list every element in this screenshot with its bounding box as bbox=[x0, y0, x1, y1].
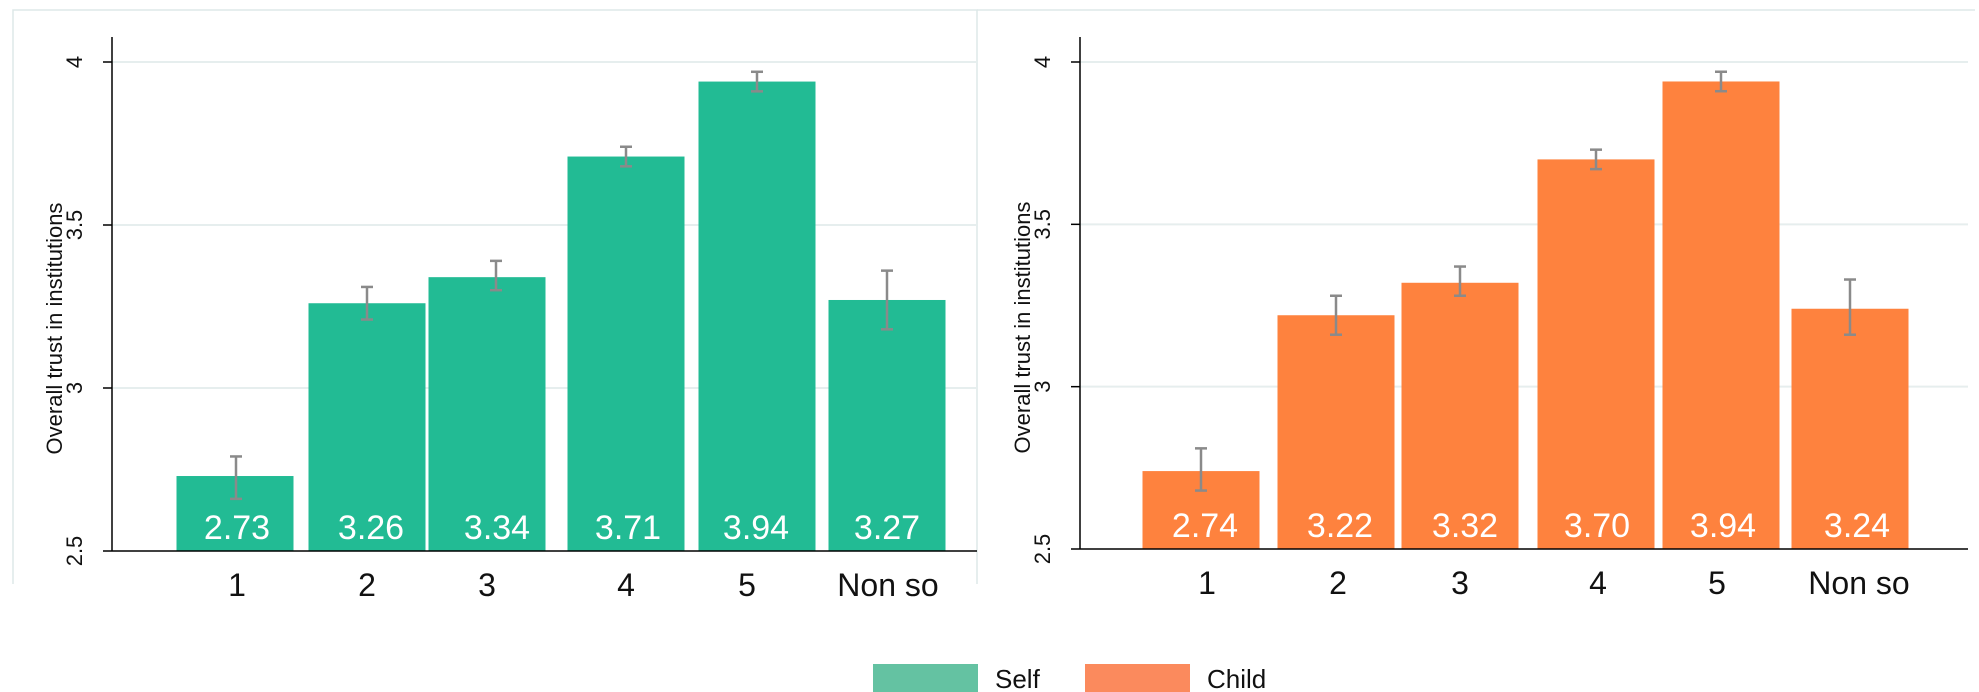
legend-label-child: Child bbox=[1207, 664, 1266, 692]
error-bar bbox=[1330, 294, 1342, 336]
error-bar bbox=[1590, 148, 1602, 171]
bar bbox=[428, 277, 546, 551]
bar bbox=[1277, 315, 1395, 549]
y-tick-label: 3.5 bbox=[1030, 209, 1055, 240]
error-bar bbox=[1454, 265, 1466, 298]
x-tick-label: 1 bbox=[228, 567, 246, 603]
bar bbox=[1401, 282, 1519, 549]
y-axis-title: Overall trust in institutions bbox=[1010, 202, 1035, 454]
bar bbox=[698, 81, 816, 551]
bar-value-label: 3.27 bbox=[854, 509, 920, 547]
y-tick-label: 2.5 bbox=[1030, 534, 1055, 565]
bar-value-label: 3.94 bbox=[723, 509, 789, 547]
legend-swatch-self bbox=[873, 664, 978, 692]
x-tick-label: 4 bbox=[1589, 565, 1607, 601]
bar bbox=[1662, 81, 1780, 549]
y-tick-label: 4 bbox=[1030, 56, 1055, 68]
bar-value-label: 3.71 bbox=[595, 509, 661, 547]
error-bar bbox=[1844, 278, 1856, 336]
error-bar bbox=[1195, 447, 1207, 492]
x-tick-label: 1 bbox=[1198, 565, 1216, 601]
chart-panel-2: 2.5 3 3.5 4 Overall trust in institutions 2.7… bbox=[1010, 37, 1968, 601]
bar-value-label: 2.73 bbox=[204, 509, 270, 547]
legend-label-self: Self bbox=[995, 664, 1041, 692]
legend: Self Child bbox=[873, 664, 1266, 692]
x-tick-label: 4 bbox=[617, 567, 635, 603]
error-bar bbox=[1715, 70, 1727, 93]
error-bar bbox=[230, 455, 242, 501]
x-tick-label: 5 bbox=[738, 567, 756, 603]
bar-value-label: 3.32 bbox=[1432, 507, 1498, 545]
x-tick-label: Non so bbox=[1808, 565, 1909, 601]
y-tick-label: 4 bbox=[62, 56, 87, 68]
bar-value-label: 3.22 bbox=[1307, 507, 1373, 545]
panel-frame bbox=[12, 9, 978, 584]
y-tick-label: 3.5 bbox=[62, 210, 87, 241]
bar-value-label: 3.24 bbox=[1824, 507, 1890, 545]
x-tick-label: 3 bbox=[1451, 565, 1469, 601]
x-tick-label: 2 bbox=[358, 567, 376, 603]
y-tick-label: 3 bbox=[1030, 381, 1055, 393]
bar-value-label: 3.34 bbox=[464, 509, 530, 547]
x-tick-label: 5 bbox=[1708, 565, 1726, 601]
bar bbox=[828, 299, 946, 551]
x-tick-label: Non so bbox=[837, 567, 938, 603]
bar bbox=[308, 303, 426, 551]
chart-panel-1: 2.5 3 3.5 4 Overall trust in institutions 2.7… bbox=[42, 37, 977, 603]
chart-panels: 2.5 3 3.5 4 Overall trust in institutions 2.7… bbox=[12, 9, 1975, 603]
bar bbox=[567, 156, 685, 552]
bar-value-label: 3.70 bbox=[1564, 507, 1630, 545]
x-tick-label: 2 bbox=[1329, 565, 1347, 601]
error-bar bbox=[881, 269, 893, 331]
y-tick-label: 2.5 bbox=[62, 536, 87, 567]
y-tick-label: 3 bbox=[62, 382, 87, 394]
error-bar bbox=[751, 70, 763, 93]
y-axis-title: Overall trust in institutions bbox=[42, 203, 67, 455]
legend-swatch-child bbox=[1085, 664, 1190, 692]
bar-value-label: 2.74 bbox=[1172, 507, 1238, 545]
error-bar bbox=[490, 259, 502, 292]
bar bbox=[1791, 308, 1909, 549]
error-bar bbox=[620, 145, 632, 168]
bar-value-label: 3.26 bbox=[338, 509, 404, 547]
x-tick-label: 3 bbox=[478, 567, 496, 603]
error-bar bbox=[361, 285, 373, 321]
bar-value-label: 3.94 bbox=[1690, 507, 1756, 545]
bar bbox=[1537, 159, 1655, 549]
